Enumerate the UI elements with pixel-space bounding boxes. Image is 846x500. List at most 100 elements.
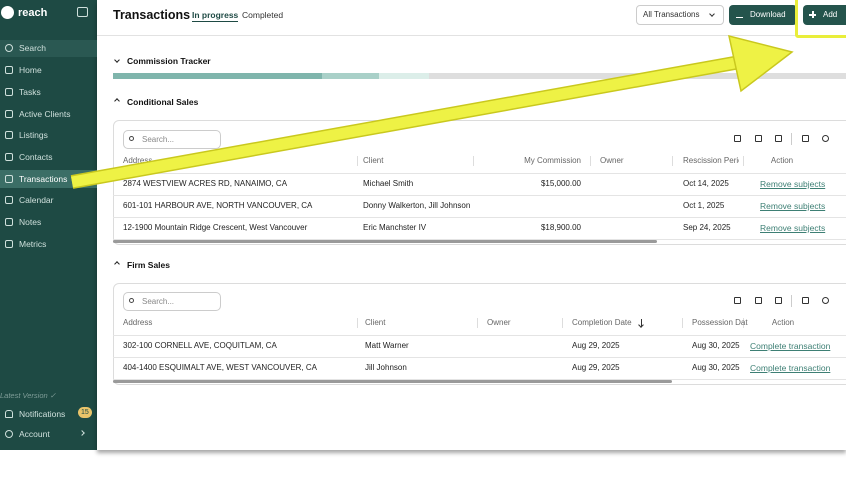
column-divider (477, 318, 478, 328)
toolbar-icon[interactable] (775, 297, 782, 304)
table-cell: Oct 14, 2025 (683, 179, 729, 188)
filter-dropdown[interactable] (636, 5, 724, 25)
table-cell: Sep 24, 2025 (683, 223, 731, 232)
table-cell: Aug 30, 2025 (692, 341, 740, 350)
row-divider (113, 379, 846, 380)
table-cell: 601-101 HARBOUR AVE, NORTH VANCOUVER, CA (123, 201, 313, 210)
toolbar-icon[interactable] (775, 135, 782, 142)
nav-item[interactable]: Contacts (19, 152, 53, 162)
toolbar-icon[interactable] (755, 135, 762, 142)
nav-icon (5, 44, 13, 52)
nav-icon (5, 66, 13, 74)
column-header: Client (365, 318, 386, 327)
column-header: Client (363, 156, 384, 165)
search-box[interactable] (123, 292, 221, 311)
section-title: Conditional Sales (127, 97, 199, 107)
scrollbar (113, 380, 672, 383)
row-divider (113, 195, 846, 196)
scrollbar (113, 240, 657, 243)
table-cell: Matt Warner (365, 341, 409, 350)
table-cell: 302-100 CORNELL AVE, COQUITLAM, CA (123, 341, 277, 350)
nav-icon (5, 196, 13, 204)
nav-item[interactable]: Transactions (19, 174, 68, 184)
account[interactable]: Account (19, 429, 50, 439)
column-divider (672, 156, 673, 166)
search-placeholder[interactable]: Search... (142, 134, 175, 144)
account-icon (5, 430, 13, 438)
row-divider (113, 217, 846, 218)
toolbar-icon[interactable] (734, 297, 741, 304)
action-link[interactable]: Complete transaction (750, 341, 831, 351)
table-cell: Eric Manchster IV (363, 223, 427, 232)
column-header: Action (770, 156, 794, 165)
nav-icon (5, 240, 13, 248)
nav-item[interactable]: Notes (19, 217, 42, 227)
download-label[interactable]: Download (750, 10, 786, 19)
table-cell: Michael Smith (363, 179, 414, 188)
nav-icon (5, 110, 13, 118)
column-divider (590, 156, 591, 166)
action-link[interactable]: Remove subjects (760, 201, 826, 211)
column-divider (743, 318, 744, 328)
notify-icon (5, 410, 13, 418)
toolbar-icon[interactable] (802, 297, 809, 304)
highlight-box (795, 0, 846, 38)
brand: reach (18, 7, 48, 19)
nav-icon (5, 153, 13, 161)
action-link[interactable]: Remove subjects (760, 179, 826, 189)
nav-item[interactable]: Calendar (19, 195, 54, 205)
toolbar-icon[interactable] (802, 135, 809, 142)
table-cell: Donny Walkerton, Jill Johnson (363, 201, 471, 210)
search-icon (129, 298, 134, 303)
notification-count: 15 (78, 407, 92, 418)
toolbar-icon[interactable] (755, 297, 762, 304)
tab[interactable]: Completed (242, 10, 284, 20)
column-header: My Commission (524, 156, 581, 165)
collapse-icon (77, 7, 88, 17)
column-header: Address (123, 156, 153, 165)
table-cell: $15,000.00 (540, 179, 581, 188)
action-link[interactable]: Complete transaction (750, 363, 831, 373)
search-placeholder[interactable]: Search... (142, 296, 175, 306)
column-header: Rescission Period (683, 156, 739, 165)
row-divider (113, 335, 846, 336)
progress-segment (379, 73, 429, 79)
nav-icon (5, 88, 13, 96)
column-header: Action (771, 318, 795, 327)
tab[interactable]: In progress (192, 10, 239, 22)
column-header: Owner (600, 156, 624, 165)
action-link[interactable]: Remove subjects (760, 223, 826, 233)
nav-icon (5, 218, 13, 226)
search-highlight (0, 40, 97, 57)
notifications[interactable]: Notifications (19, 409, 66, 419)
filter-label[interactable]: All Transactions (643, 10, 700, 19)
table-cell: 12-1900 Mountain Ridge Crescent, West Va… (123, 223, 308, 232)
toolbar-icon[interactable] (822, 135, 829, 142)
toolbar-icon[interactable] (734, 135, 741, 142)
toolbar-icon[interactable] (822, 297, 829, 304)
column-header: Address (123, 318, 153, 327)
search-icon (129, 136, 134, 141)
table-cell: Jill Johnson (365, 363, 407, 372)
toolbar-divider (791, 295, 792, 307)
page-title: Transactions (113, 8, 191, 22)
nav-item[interactable]: Home (19, 65, 42, 75)
row-divider (113, 357, 846, 358)
nav-item[interactable]: Tasks (19, 87, 41, 97)
column-header: Owner (487, 318, 511, 327)
nav-item[interactable]: Metrics (19, 239, 47, 249)
add-button[interactable] (803, 5, 846, 25)
nav-item[interactable]: Active Clients (19, 109, 71, 119)
table-cell: $18,900.00 (540, 223, 581, 232)
add-label[interactable]: Add (823, 10, 838, 19)
column-divider (562, 318, 563, 328)
column-header: Possession Date (692, 318, 748, 327)
nav-item[interactable]: Search (19, 43, 46, 53)
nav-item[interactable]: Listings (19, 130, 48, 140)
column-divider (357, 156, 358, 166)
section-title: Firm Sales (127, 260, 170, 270)
download-button[interactable] (729, 5, 797, 25)
row-divider (113, 239, 846, 240)
version-label: Latest Version ✓ (0, 391, 57, 400)
